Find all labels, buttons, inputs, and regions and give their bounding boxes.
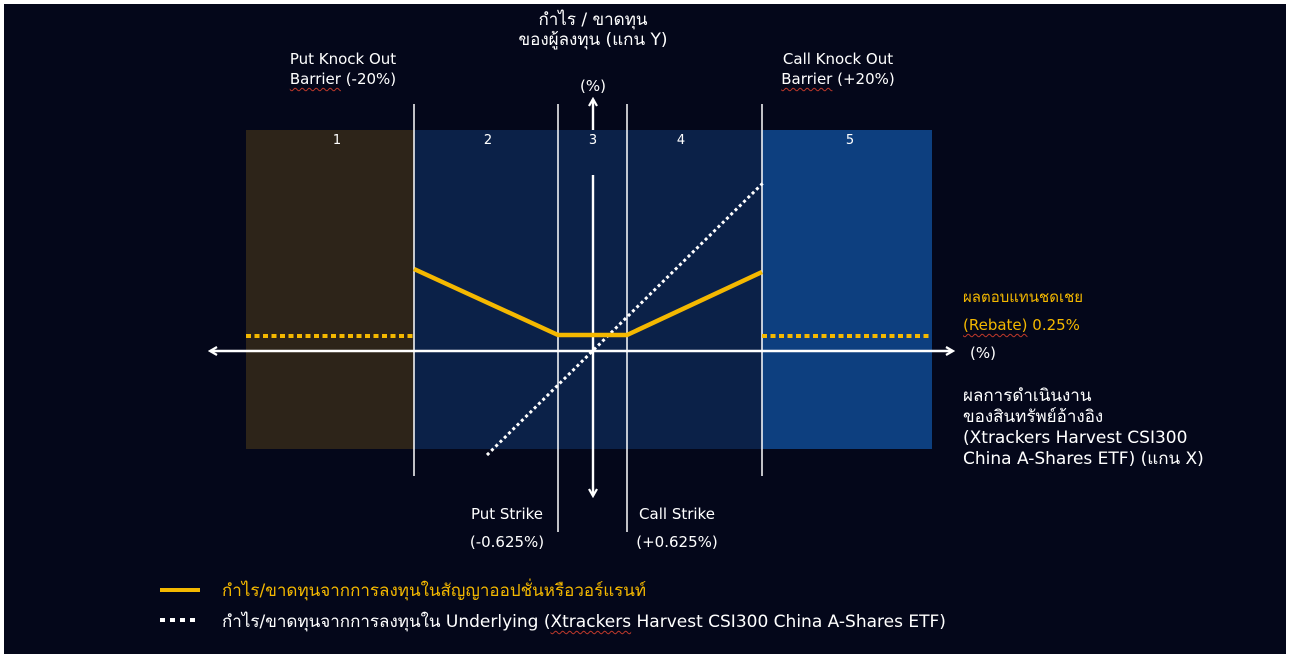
- zone-4-number: 4: [676, 133, 686, 148]
- x-axis-title-line4: China A-Shares ETF) (แกน X): [963, 449, 1204, 469]
- zone-2-4-band: [414, 130, 762, 449]
- y-axis-title: กำไร / ขาดทุน ของผู้ลงทุน (แกน Y): [493, 10, 693, 50]
- legend-underlying-prefix: กำไร/ขาดทุนจากการลงทุนใน Underlying (: [222, 612, 551, 632]
- rebate-line2: (Rebate) 0.25%: [963, 311, 1083, 339]
- call-strike-line1: Call Strike: [639, 505, 715, 523]
- put-barrier-line1: Put Knock Out: [289, 50, 397, 68]
- y-axis-title-line2: ของผู้ลงทุน (แกน Y): [518, 30, 668, 50]
- rebate-value: 0.25%: [1027, 316, 1080, 334]
- call-strike-label: Call Strike (+0.625%): [617, 500, 737, 556]
- zone-5-band: [762, 130, 932, 449]
- call-barrier-label: Call Knock Out Barrier (+20%): [763, 49, 913, 89]
- underlying-payoff-line: [485, 181, 765, 457]
- call-barrier-line2: Barrier (+20%): [763, 69, 913, 89]
- call-barrier-word: Barrier: [781, 70, 833, 88]
- put-barrier-line2: Barrier (-20%): [268, 69, 418, 89]
- legend-underlying-text: กำไร/ขาดทุนจากการลงทุนใน Underlying (Xtr…: [222, 608, 946, 635]
- x-axis-title-line1: ผลการดำเนินงาน: [963, 386, 1092, 406]
- zone-5-number: 5: [845, 133, 855, 148]
- x-axis-title-line2: ของสินทรัพย์อ้างอิง: [963, 407, 1104, 427]
- put-strike-label: Put Strike (-0.625%): [447, 500, 567, 556]
- rebate-label: ผลตอบแทนชดเชย (Rebate) 0.25%: [963, 283, 1083, 339]
- y-axis-title-line1: กำไร / ขาดทุน: [538, 10, 648, 30]
- rebate-line1: ผลตอบแทนชดเชย: [963, 288, 1084, 306]
- x-axis-title: ผลการดำเนินงาน ของสินทรัพย์อ้างอิง (Xtra…: [963, 386, 1204, 470]
- call-strike-line2: (+0.625%): [636, 533, 718, 551]
- legend-underlying-suffix: Harvest CSI300 China A-Shares ETF): [631, 612, 946, 632]
- legend-option-text: กำไร/ขาดทุนจากการลงทุนในสัญญาออปชั่นหรือ…: [222, 581, 647, 601]
- zone-2-number: 2: [483, 133, 493, 148]
- option-payoff-line: [413, 266, 763, 338]
- put-barrier-value: (-20%): [340, 70, 397, 88]
- put-barrier-word: Barrier: [289, 70, 341, 88]
- y-axis-unit: (%): [580, 77, 606, 95]
- call-barrier-line1: Call Knock Out: [782, 50, 894, 68]
- put-barrier-label: Put Knock Out Barrier (-20%): [268, 49, 418, 89]
- x-axis-unit: (%): [970, 344, 996, 362]
- zone-3-number: 3: [588, 133, 598, 148]
- call-barrier-value: (+20%): [832, 70, 895, 88]
- put-strike-line2: (-0.625%): [469, 533, 545, 551]
- rebate-word: (Rebate): [963, 316, 1028, 334]
- zone-1-band: [246, 130, 414, 449]
- x-axis-title-line3: (Xtrackers Harvest CSI300: [963, 428, 1188, 448]
- legend-underlying-word: Xtrackers: [550, 612, 632, 632]
- put-strike-line1: Put Strike: [470, 505, 544, 523]
- zone-1-number: 1: [332, 133, 342, 148]
